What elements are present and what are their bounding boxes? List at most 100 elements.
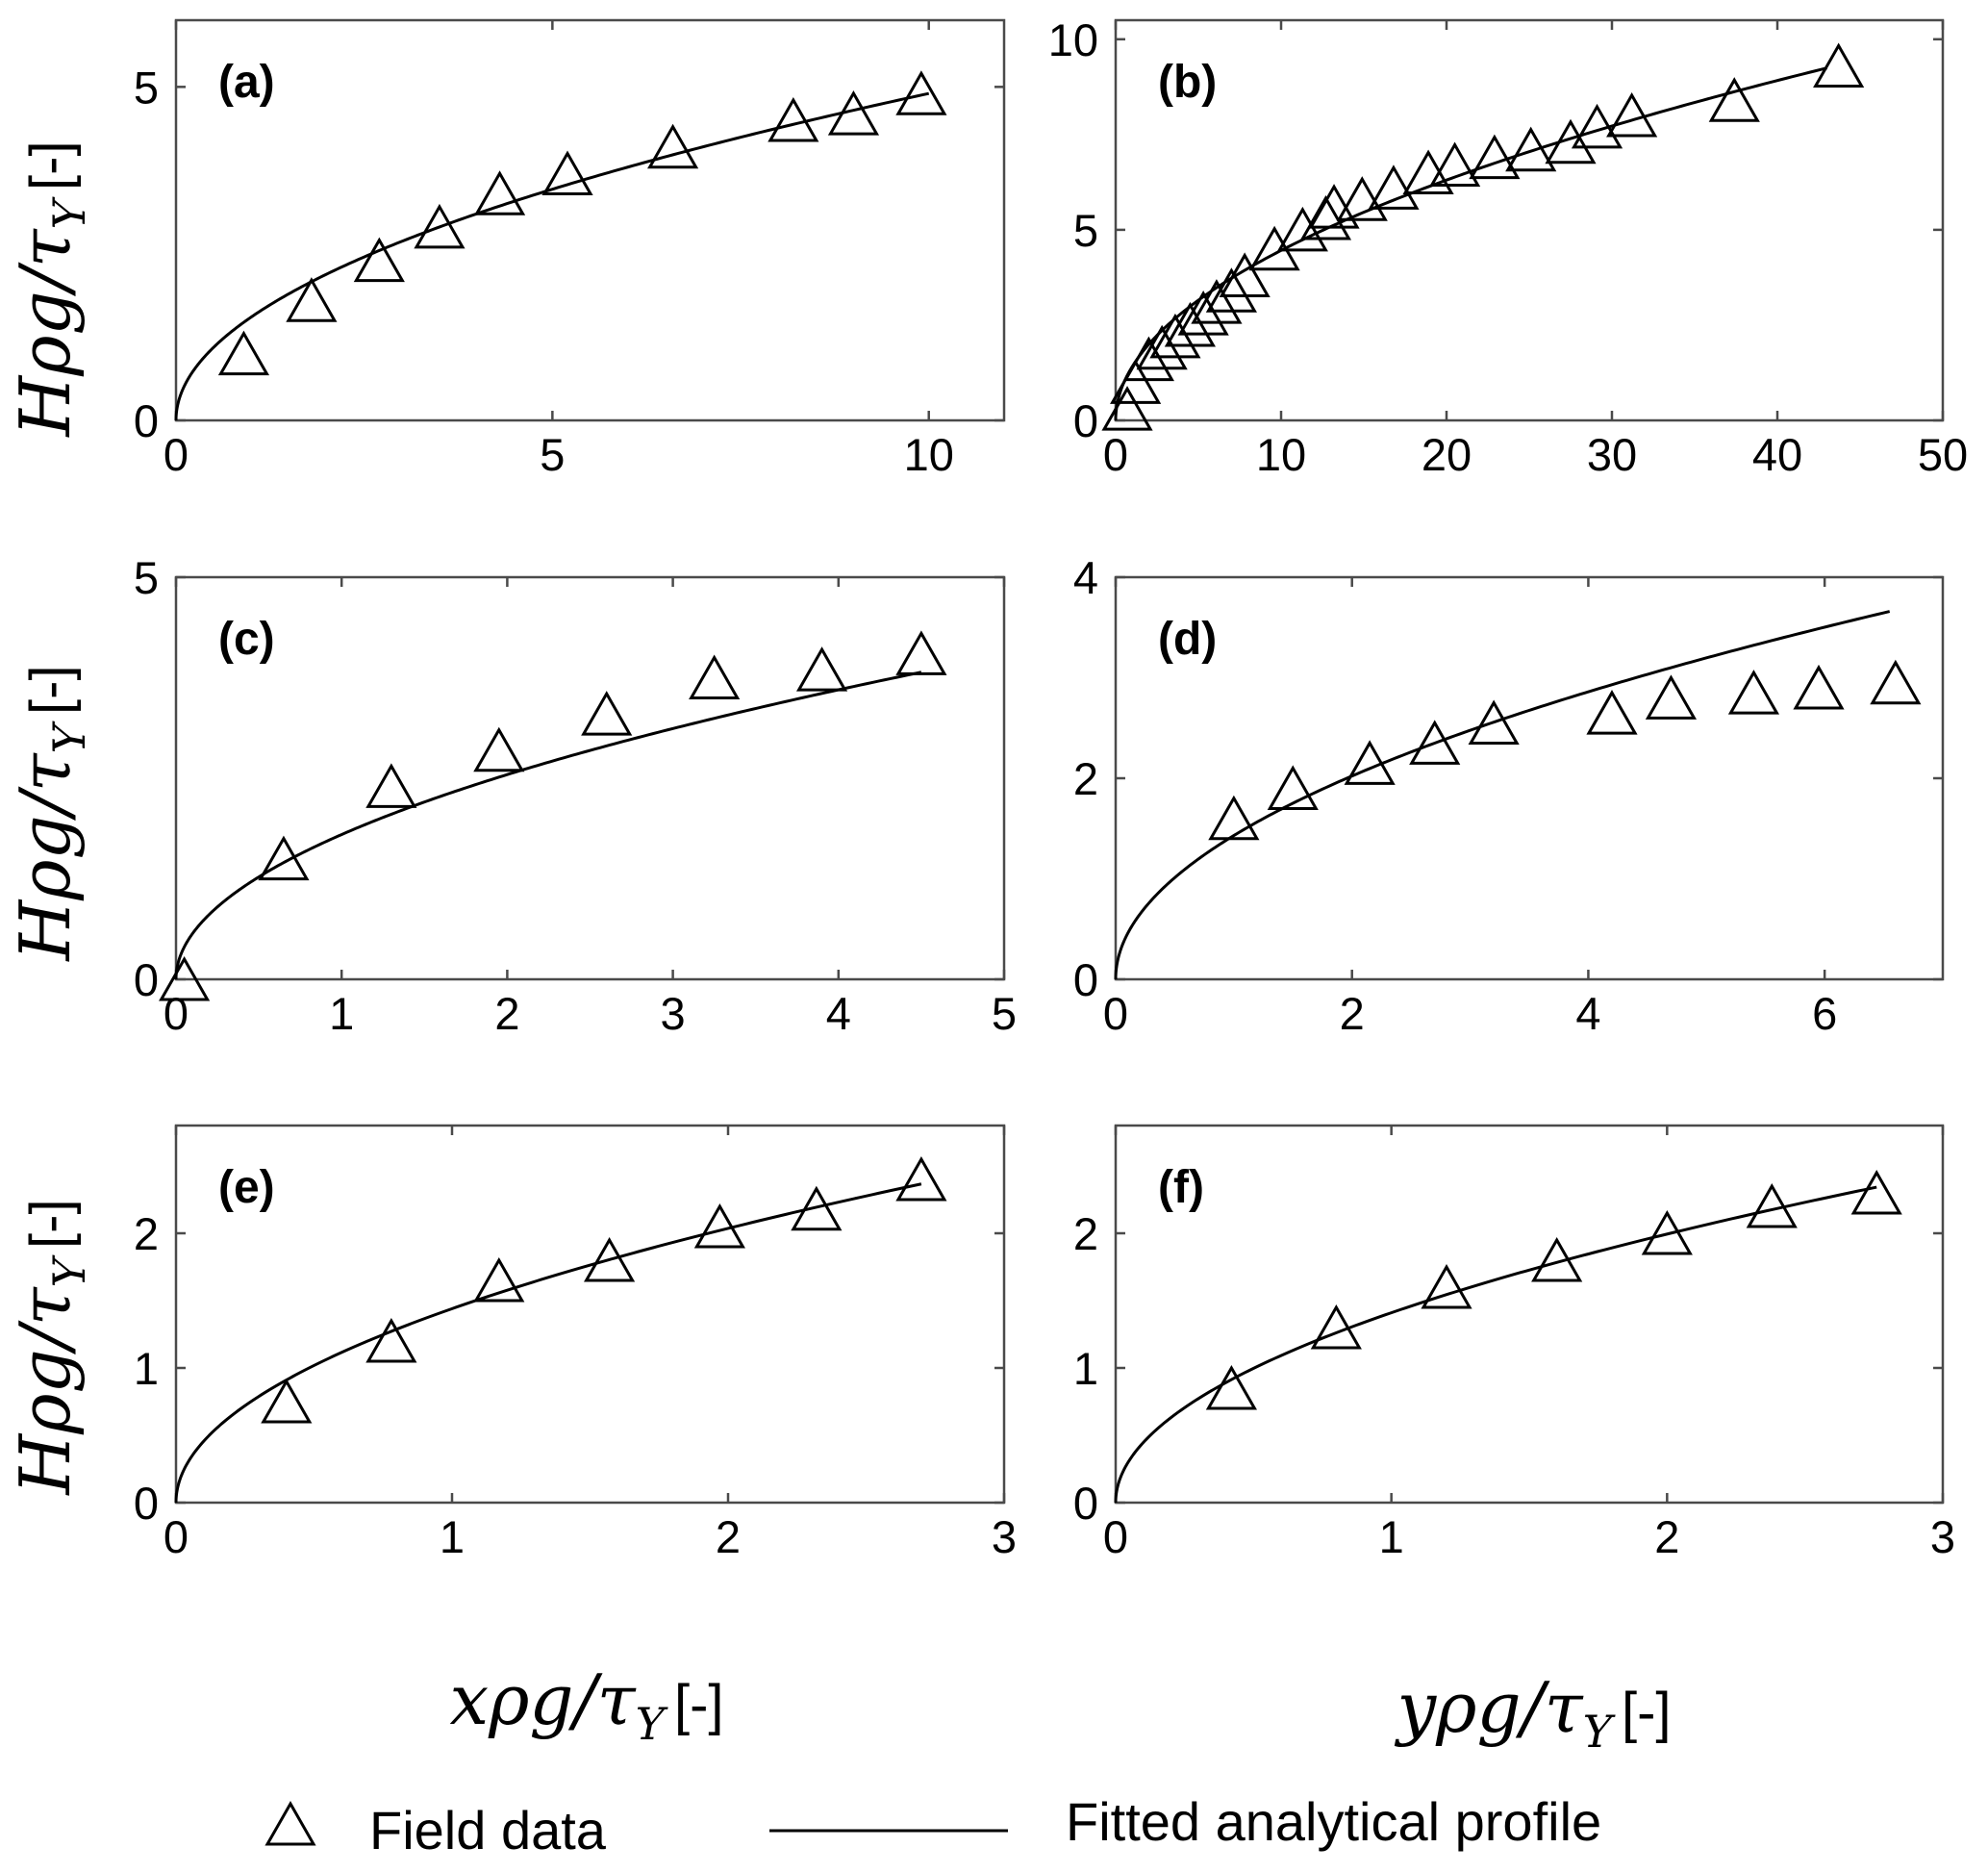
field-data-point [1421,1263,1472,1309]
field-data-point [1149,313,1201,359]
field-data-point [895,1155,947,1202]
field-data-point [1122,336,1174,382]
y-tick-label: 5 [134,552,159,603]
fitted-profile-line [174,1182,922,1504]
field-data-point [1468,699,1520,746]
panel-label: (b) [1158,57,1217,108]
panel-frame [174,575,1006,981]
field-data-point [1368,165,1420,210]
field-data-point [365,763,417,808]
y-tick-label: 0 [134,1478,159,1529]
field-data-point [1110,359,1162,404]
field-data-point [1586,690,1638,735]
x-tick-label: 0 [164,429,189,480]
x-tick-label: 1 [329,988,354,1039]
field-data-point [1308,184,1360,229]
panel-label: (a) [218,57,275,108]
x-tick-label: 0 [164,988,189,1039]
y-tick-label: 1 [1073,1343,1098,1394]
field-data-point [261,1378,313,1424]
y-tick-label: 2 [1073,753,1098,804]
field-data-point [1205,267,1257,313]
field-data-point [584,1236,636,1282]
y-tick-label: 0 [1073,395,1098,446]
panel-label: (e) [218,1162,275,1213]
x-tick-label: 1 [440,1511,465,1562]
y-tick-label: 4 [1073,552,1098,603]
panel-c: 0 1 2 3 4 5 0 5 (c) [134,552,1017,1039]
x-tick-label: 3 [1930,1511,1955,1562]
x-tick-label: 6 [1812,988,1837,1039]
y-tick-label: 5 [134,62,159,113]
fitted-profile-line [174,671,922,980]
x-tick-label: 10 [904,429,954,480]
y-tick-label: 2 [1073,1208,1098,1259]
field-data-point [1208,795,1260,841]
legend-marker-label: Field data [369,1800,607,1860]
x-axis-label-left: xρg/τY [-] [449,1659,723,1750]
field-data-point [1793,664,1845,710]
field-data-point [1606,92,1658,138]
x-tick-label: 2 [716,1511,741,1562]
legend-line-label: Fitted analytical profile [1066,1791,1601,1852]
svg-text:Hρg/τY[-]: Hρg/τY[-] [5,665,95,962]
field-data-point [1813,42,1865,89]
panel-frame [174,1124,1006,1505]
field-data-point [795,646,848,692]
fitted-profile-line [1114,610,1891,980]
field-data-point [1177,291,1229,336]
y-tick-label: 0 [1073,954,1098,1005]
svg-text:Hρg/τY[-]: Hρg/τY[-] [5,1199,95,1496]
field-data-point [286,277,338,322]
field-data-point [1299,194,1352,240]
x-tick-label: 20 [1422,429,1472,480]
field-data-point [1746,1182,1798,1228]
field-data-point [1571,103,1623,149]
fitted-profile-line [1114,1185,1877,1504]
legend-marker [264,1800,316,1846]
field-data-point [689,654,741,699]
field-data-point [1727,670,1780,715]
field-data-point [1641,1209,1693,1255]
y-tick-label: 0 [1073,1478,1098,1529]
panel-f: 0 1 2 3 0 1 2 (f) [1073,1124,1955,1562]
y-tick-label: 1 [134,1343,159,1394]
x-tick-label: 0 [1103,429,1128,480]
panel-frame [1114,1124,1945,1505]
panel-label: (c) [218,614,275,665]
y-tick-label: 0 [134,395,159,446]
field-data-point [217,330,270,376]
field-data-point [1101,386,1153,431]
field-data-point [693,1202,745,1249]
field-data-point [895,630,947,675]
x-tick-label: 5 [540,429,565,480]
y-axis-label-row2: Hρg/τY[-] [5,665,95,962]
field-data-point [1505,126,1557,172]
x-tick-label: 4 [826,988,851,1039]
panel-e: 0 1 2 3 0 1 2 (e) [134,1124,1017,1562]
legend: Field data Fitted analytical profile [264,1791,1601,1860]
x-tick-label: 2 [494,988,519,1039]
field-data-point [827,90,880,136]
field-data-point [541,150,593,195]
y-axis-label-row3: Hρg/τY[-] [5,1199,95,1496]
field-data-point [353,237,405,283]
field-data-point [258,835,310,881]
field-data-point [1276,206,1328,252]
svg-text:Hρg/τY[-]: Hρg/τY[-] [5,140,95,438]
field-data-point [1164,301,1216,347]
field-data-point [1344,740,1396,785]
x-tick-label: 0 [1103,1511,1128,1562]
x-tick-label: 2 [1340,988,1365,1039]
panel-frame [174,18,1006,422]
field-data-point [1850,1169,1902,1215]
x-tick-label: 0 [164,1511,189,1562]
field-data-point [1336,176,1388,221]
field-data-point [414,203,466,249]
panel-label: (d) [1158,614,1217,665]
field-data-point [1136,324,1188,370]
panel-a: 0 5 10 0 5 (a) [134,18,1006,480]
field-data-point [365,1317,417,1363]
field-data-point [473,1256,525,1303]
